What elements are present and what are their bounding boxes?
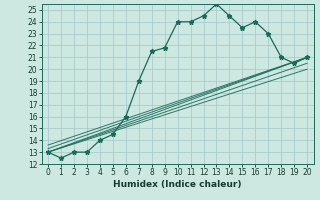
X-axis label: Humidex (Indice chaleur): Humidex (Indice chaleur) <box>113 180 242 189</box>
